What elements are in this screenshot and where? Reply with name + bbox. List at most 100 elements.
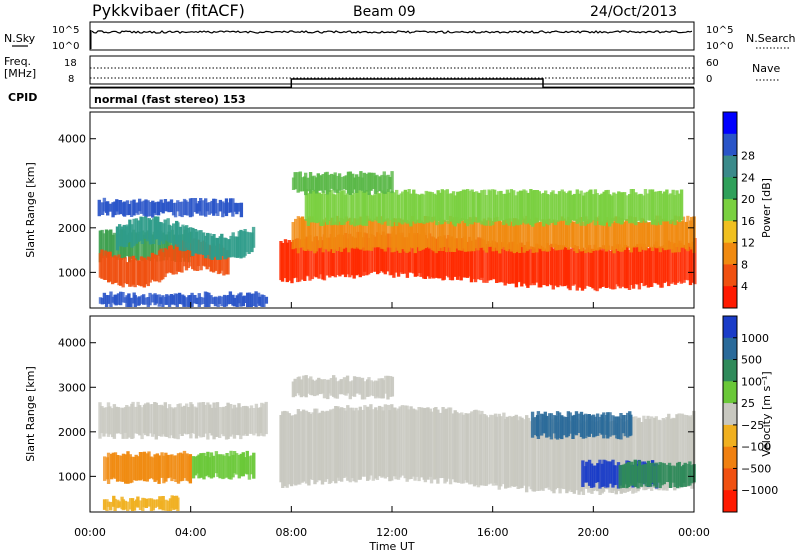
heatmap-cell (594, 465, 598, 483)
heatmap-cell (213, 198, 218, 214)
heatmap-cell (398, 406, 402, 478)
heatmap-cell (681, 216, 686, 248)
heatmap-cell (520, 242, 524, 287)
heatmap-cell (686, 215, 690, 252)
heatmap-cell (520, 417, 524, 489)
heatmap-cell (329, 409, 333, 483)
heatmap-cell (667, 413, 671, 488)
heatmap-cell (380, 174, 384, 193)
heatmap-cell (335, 381, 340, 399)
colorbar-segment (723, 264, 737, 287)
heatmap-cell (412, 233, 416, 274)
heatmap-cell (381, 380, 386, 399)
heatmap-cell (531, 220, 535, 253)
heatmap-cell (130, 498, 135, 511)
heatmap-cell (318, 221, 323, 248)
heatmap-cell (631, 416, 635, 494)
heatmap-cell (325, 410, 329, 480)
heatmap-cell (505, 218, 509, 252)
heatmap-cell (516, 420, 520, 489)
heatmap-cell (409, 406, 413, 479)
heatmap-cell (601, 417, 606, 492)
heatmap-cell (310, 176, 315, 191)
heatmap-cell (329, 378, 334, 396)
heatmap-cell (621, 247, 625, 287)
velocity-panel: 1000 2000 3000 4000 Slant Range [km] 1000 50… (24, 302, 778, 553)
heatmap-cell (210, 200, 214, 214)
heatmap-cell (622, 221, 627, 250)
heatmap-cell (606, 412, 610, 439)
heatmap-cell (337, 408, 342, 481)
heatmap-cell (369, 380, 374, 396)
heatmap-cell (193, 456, 197, 476)
heatmap-cell (390, 236, 394, 275)
heatmap-cell (172, 495, 176, 510)
heatmap-cell (375, 216, 379, 248)
heatmap-cell (237, 202, 241, 212)
heatmap-cell (475, 191, 479, 223)
heatmap-cell (375, 174, 379, 193)
heatmap-cell (336, 234, 340, 275)
heatmap-cell (121, 453, 126, 482)
heatmap-cell (560, 189, 564, 221)
heatmap-cell (415, 194, 419, 223)
heatmap-cell (547, 194, 551, 226)
heatmap-cell (100, 297, 105, 305)
heatmap-cell (127, 406, 131, 438)
heatmap-cell (116, 407, 120, 434)
freq-unit: [MHz] (4, 67, 36, 80)
nsky-strip: N.Sky 10^5 10^0 10^5 10^0 N.Search (4, 21, 796, 52)
heatmap-cell (227, 202, 231, 213)
heatmap-cell (178, 202, 182, 217)
heatmap-cell (604, 460, 608, 488)
heatmap-cell (545, 243, 550, 287)
heatmap-cell (634, 416, 638, 493)
heatmap-cell (189, 227, 193, 251)
colorbar-segment (723, 490, 737, 513)
heatmap-cell (182, 405, 187, 434)
heatmap-cell (293, 378, 297, 397)
heatmap-cell (124, 454, 128, 484)
heatmap-cell (415, 233, 419, 277)
heatmap-cell (522, 245, 526, 284)
heatmap-cell (337, 173, 342, 191)
heatmap-cell (598, 419, 602, 495)
heatmap-cell (654, 416, 658, 490)
heatmap-cell (440, 189, 444, 224)
heatmap-cell (161, 496, 165, 511)
heatmap-cell (451, 413, 456, 480)
heatmap-cell (131, 255, 136, 285)
heatmap-cell (148, 257, 152, 283)
heatmap-cell (346, 171, 351, 194)
heatmap-cell (453, 238, 457, 277)
heatmap-cell (642, 195, 646, 221)
heatmap-cell (113, 498, 117, 511)
heatmap-cell (587, 219, 591, 253)
heatmap-cell (169, 199, 174, 212)
heatmap-cell (628, 194, 632, 224)
heatmap-cell (595, 193, 599, 222)
heatmap-cell (556, 220, 560, 251)
heatmap-cell (136, 496, 140, 508)
heatmap-cell (556, 244, 560, 288)
heatmap-cell (138, 500, 143, 510)
heatmap-cell (103, 250, 108, 280)
heatmap-cell (545, 219, 549, 252)
colorbar-tick-label: 12 (741, 237, 755, 250)
heatmap-cell (522, 419, 526, 486)
heatmap-cell (438, 236, 442, 279)
heatmap-cell (314, 217, 319, 252)
heatmap-cell (592, 465, 596, 488)
heatmap-cell (516, 191, 520, 226)
heatmap-cell (292, 415, 296, 485)
heatmap-cell (611, 415, 615, 436)
heatmap-cell (182, 450, 187, 479)
freq-strip: Freq. [MHz] 18 8 60 0 Nave (4, 55, 780, 89)
heatmap-cell (489, 414, 493, 484)
heatmap-cell (291, 222, 295, 250)
heatmap-cell (532, 418, 537, 492)
heatmap-cell (258, 296, 262, 306)
nsearch-label: N.Search (746, 32, 796, 45)
heatmap-cell (300, 239, 304, 280)
heatmap-cell (472, 216, 476, 252)
